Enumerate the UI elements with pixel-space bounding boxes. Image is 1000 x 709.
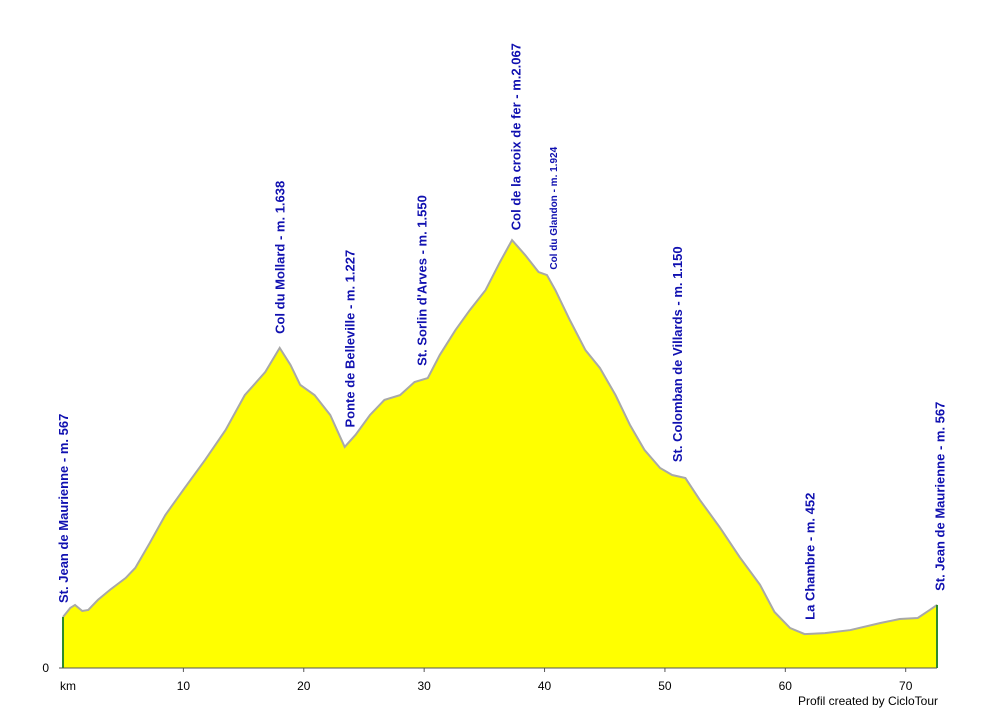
x-tick-label: 70 (899, 679, 913, 693)
x-tick-label: 60 (779, 679, 793, 693)
annotation: Col du Mollard - m. 1.638 (273, 181, 288, 334)
credit: Profil created by CicloTour (798, 694, 938, 708)
profile-line (62, 238, 938, 636)
x-tick-label: 30 (417, 679, 431, 693)
x-tick-label: 10 (177, 679, 191, 693)
annotation: St. Jean de Maurienne - m. 567 (932, 402, 947, 591)
annotation: St. Colomban de Villards - m. 1.150 (670, 246, 685, 462)
annotation: Col de la croix de fer - m.2.067 (509, 43, 524, 230)
x-tick-label: 50 (658, 679, 672, 693)
x-tick-label: 40 (538, 679, 552, 693)
annotation: La Chambre - m. 452 (802, 493, 817, 620)
annotation: St. Sorlin d'Arves - m. 1.550 (415, 195, 430, 366)
annotation: St. Jean de Maurienne - m. 567 (56, 414, 71, 603)
x-axis-label: km (60, 679, 76, 693)
y-tick-label: 0 (42, 661, 49, 675)
x-tick-label: 20 (297, 679, 311, 693)
area-fill (63, 240, 937, 668)
annotation: Col du Glandon - m. 1.924 (549, 146, 560, 269)
annotation: Ponte de Belleville - m. 1.227 (343, 250, 358, 428)
